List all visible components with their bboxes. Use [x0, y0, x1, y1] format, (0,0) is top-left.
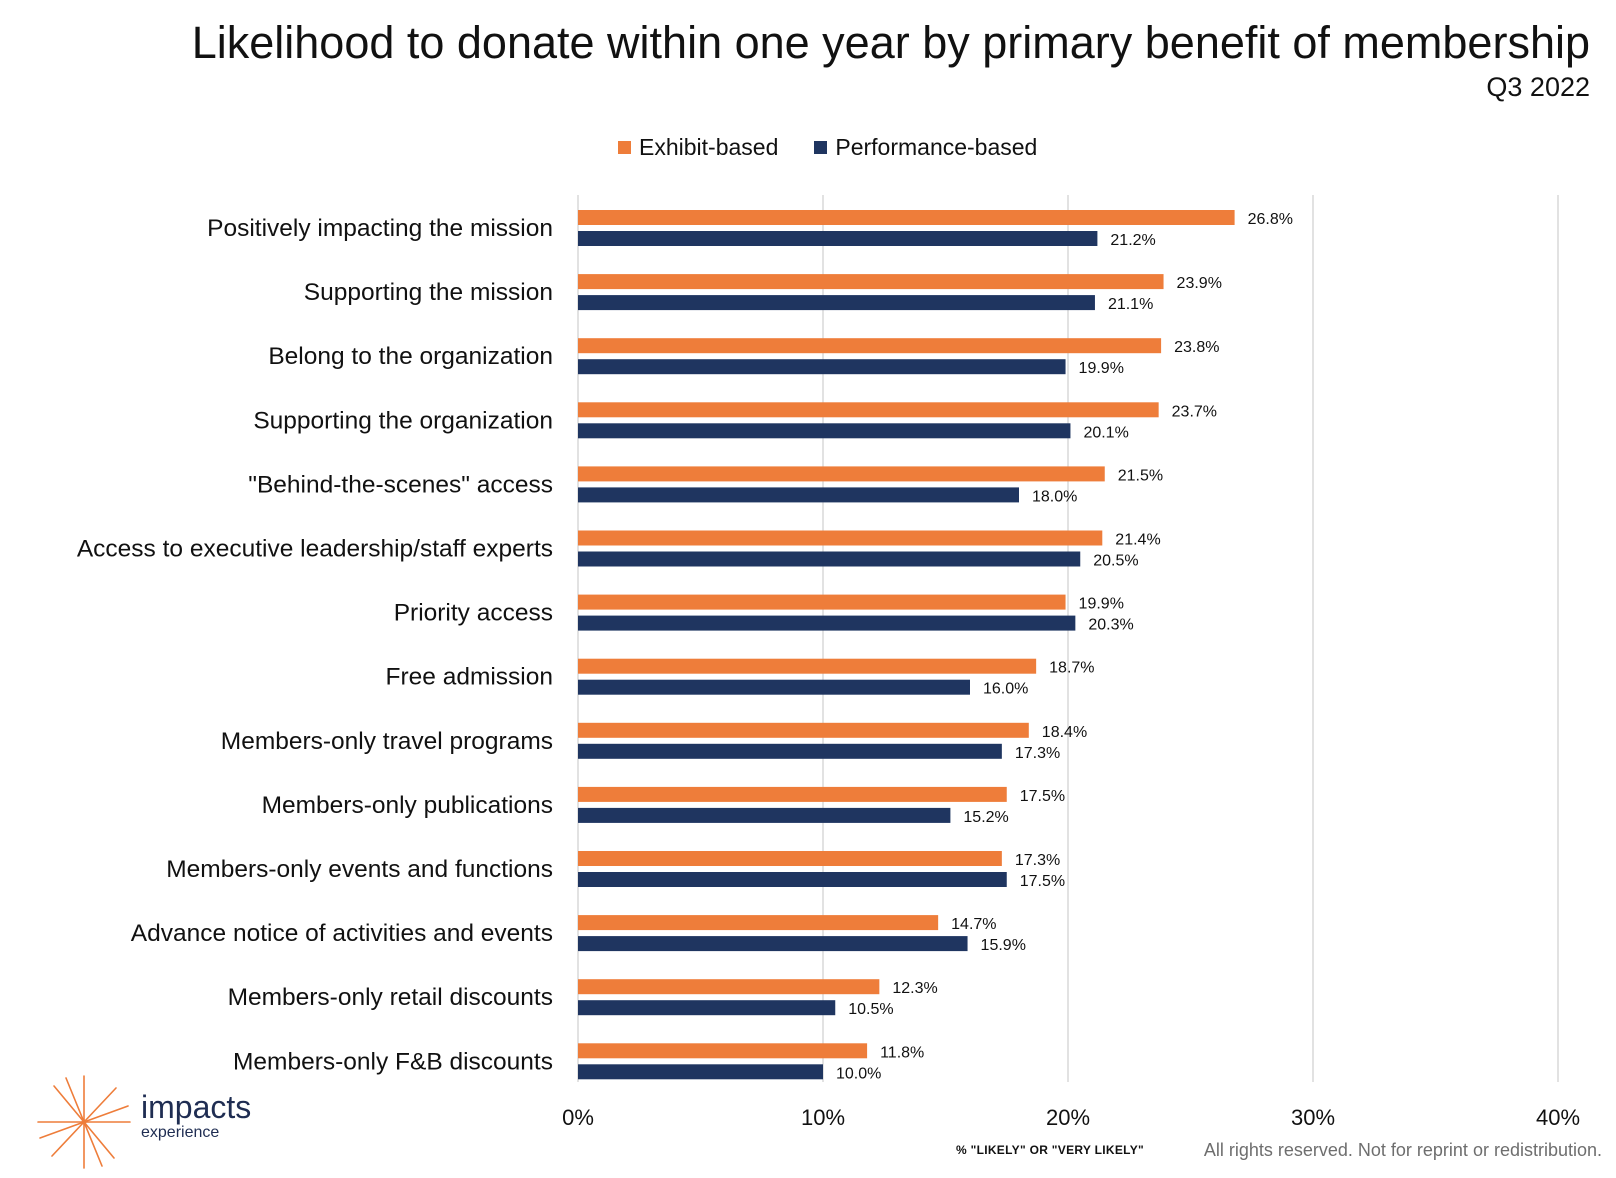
data-label: 17.3% — [1015, 852, 1060, 869]
data-label: 20.5% — [1093, 553, 1138, 570]
category-label: Members-only publications — [262, 792, 553, 819]
category-label: Belong to the organization — [268, 343, 553, 370]
data-label: 18.7% — [1049, 660, 1094, 677]
category-label: Advance notice of activities and events — [131, 920, 553, 947]
bar-performance — [578, 1000, 836, 1016]
bar-performance — [578, 743, 1002, 759]
data-label: 18.0% — [1032, 488, 1077, 505]
data-label: 23.7% — [1172, 403, 1217, 420]
x-tick-label: 20% — [1046, 1105, 1090, 1130]
x-axis-title: % "LIKELY" OR "VERY LIKELY" — [955, 1143, 1144, 1157]
legend-label-performance: Performance-based — [835, 133, 1038, 160]
bar-performance — [578, 936, 968, 952]
bar-performance — [578, 679, 970, 695]
chart-subtitle: Q3 2022 — [1486, 72, 1590, 102]
category-label: Positively impacting the mission — [207, 215, 553, 242]
data-label: 21.4% — [1115, 532, 1160, 549]
bar-exhibit — [578, 722, 1029, 738]
bar-performance — [578, 231, 1098, 246]
category-label: Supporting the organization — [253, 407, 553, 434]
chart-title: Likelihood to donate within one year by … — [191, 17, 1590, 68]
data-label: 20.3% — [1088, 617, 1133, 634]
x-tick-label: 30% — [1291, 1105, 1335, 1130]
bar-performance — [578, 807, 951, 823]
legend-swatch-performance — [814, 140, 828, 154]
legend-item-exhibit: Exhibit-based — [618, 134, 778, 161]
data-label: 15.2% — [963, 809, 1008, 826]
x-tick-label: 40% — [1536, 1105, 1580, 1130]
logo-text: impacts experience — [141, 1090, 251, 1142]
impacts-logo-icon — [37, 1075, 131, 1169]
data-label: 14.7% — [951, 916, 996, 933]
bar-exhibit — [578, 851, 1002, 866]
chart-legend: Exhibit-based Performance-based — [618, 132, 1073, 162]
legend-swatch-exhibit — [618, 140, 631, 154]
data-label: 19.9% — [1079, 596, 1124, 613]
bar-exhibit — [578, 915, 939, 931]
bar-performance — [578, 487, 1019, 503]
data-label: 17.5% — [1020, 788, 1065, 805]
data-label: 11.8% — [880, 1044, 924, 1061]
bar-performance — [578, 423, 1071, 439]
category-label: Supporting the mission — [304, 279, 553, 306]
bar-exhibit — [578, 658, 1037, 674]
bar-performance — [578, 1064, 823, 1080]
bar-exhibit — [578, 979, 880, 995]
copyright-footer: All rights reserved. Not for reprint or … — [1203, 1140, 1602, 1160]
category-label: Members-only events and functions — [166, 856, 553, 883]
data-label: 19.9% — [1079, 360, 1124, 377]
bar-performance — [578, 551, 1081, 567]
data-label: 21.2% — [1110, 232, 1155, 249]
data-label: 16.0% — [983, 681, 1028, 698]
data-label: 17.5% — [1020, 873, 1065, 890]
category-label: Access to executive leadership/staff exp… — [77, 536, 553, 563]
data-label: 18.4% — [1042, 724, 1087, 741]
legend-item-performance: Performance-based — [814, 134, 1037, 161]
x-tick-label: 10% — [801, 1105, 845, 1130]
logo-name: impacts — [141, 1089, 252, 1125]
data-label: 21.5% — [1118, 467, 1163, 484]
bar-exhibit — [578, 530, 1103, 546]
legend-label-exhibit: Exhibit-based — [639, 133, 779, 160]
bar-performance — [578, 295, 1095, 311]
bar-performance — [578, 359, 1066, 375]
data-label: 12.3% — [892, 980, 937, 997]
bar-exhibit — [578, 402, 1159, 418]
data-label: 23.8% — [1174, 339, 1219, 356]
bar-performance — [578, 872, 1007, 887]
data-label: 26.8% — [1248, 211, 1293, 228]
x-tick-label: 0% — [562, 1105, 594, 1130]
data-label: 20.1% — [1083, 424, 1128, 441]
category-label: Members-only retail discounts — [228, 984, 553, 1011]
category-label: Priority access — [394, 600, 553, 627]
bar-exhibit — [578, 274, 1164, 290]
bar-exhibit — [578, 786, 1007, 802]
category-label: Members-only F&B discounts — [233, 1048, 553, 1075]
bar-exhibit — [578, 594, 1066, 610]
category-label: Free admission — [386, 664, 553, 691]
bar-exhibit — [578, 338, 1162, 354]
data-label: 10.0% — [836, 1065, 881, 1082]
bar-exhibit — [578, 210, 1235, 225]
bar-performance — [578, 615, 1076, 631]
category-label: Members-only travel programs — [221, 728, 553, 755]
category-label: "Behind-the-scenes" access — [248, 471, 553, 498]
logo-tagline: experience — [141, 1124, 220, 1141]
data-label: 10.5% — [848, 1001, 893, 1018]
bar-exhibit — [578, 1043, 868, 1059]
data-label: 21.1% — [1108, 296, 1153, 313]
data-label: 17.3% — [1015, 745, 1060, 762]
data-label: 15.9% — [981, 937, 1026, 954]
data-label: 23.9% — [1177, 275, 1222, 292]
bar-exhibit — [578, 466, 1105, 482]
